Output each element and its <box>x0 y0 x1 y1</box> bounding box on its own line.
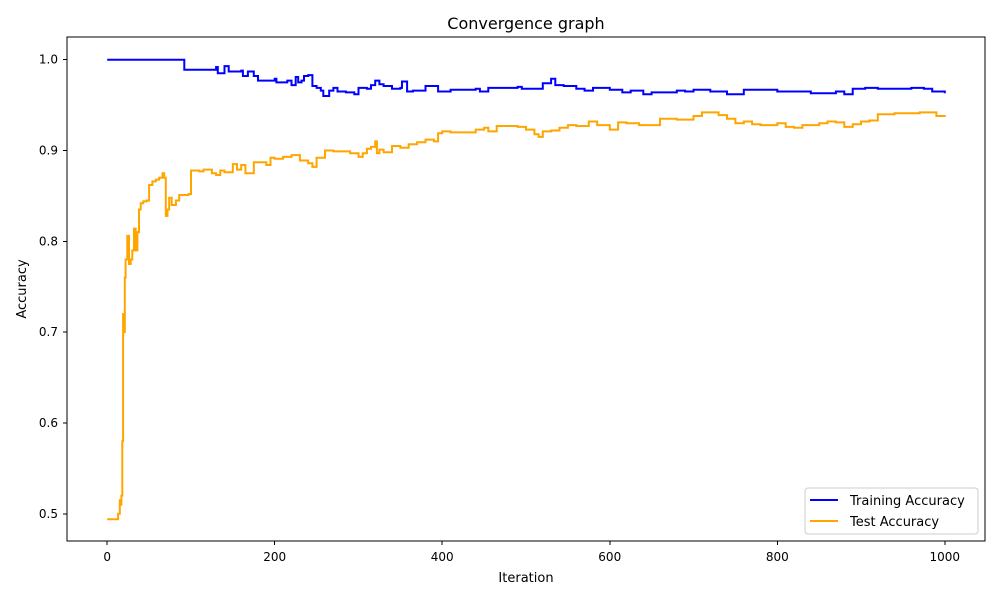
series-line-0 <box>107 58 946 97</box>
x-axis-label: Iteration <box>498 571 553 586</box>
legend-label-0: Training Accuracy <box>849 494 965 509</box>
x-tick-label: 200 <box>263 550 286 564</box>
x-tick-label: 800 <box>766 550 789 564</box>
y-tick-label: 1.0 <box>39 53 58 67</box>
x-axis-ticks: 0 200 400 600 800 1000 <box>103 541 960 564</box>
y-tick-label: 0.9 <box>39 144 58 158</box>
plot-frame <box>66 36 986 542</box>
chart-title: Convergence graph <box>447 14 604 33</box>
x-tick-label: 1000 <box>930 550 961 564</box>
y-axis-label: Accuracy <box>15 259 30 319</box>
x-tick-label: 0 <box>103 550 111 564</box>
y-tick-label: 0.5 <box>39 507 58 521</box>
y-axis-ticks: 0.5 0.6 0.7 0.8 0.9 1.0 <box>39 53 67 521</box>
y-tick-label: 0.6 <box>39 416 58 430</box>
series-line-1 <box>107 111 946 521</box>
legend: Training Accuracy Test Accuracy <box>804 487 979 535</box>
y-tick-label: 0.8 <box>39 234 58 248</box>
x-tick-label: 400 <box>431 550 454 564</box>
legend-label-1: Test Accuracy <box>849 515 939 530</box>
legend-box <box>804 487 979 535</box>
x-tick-label: 600 <box>598 550 621 564</box>
plot-lines <box>107 58 946 521</box>
y-tick-label: 0.7 <box>39 325 58 339</box>
